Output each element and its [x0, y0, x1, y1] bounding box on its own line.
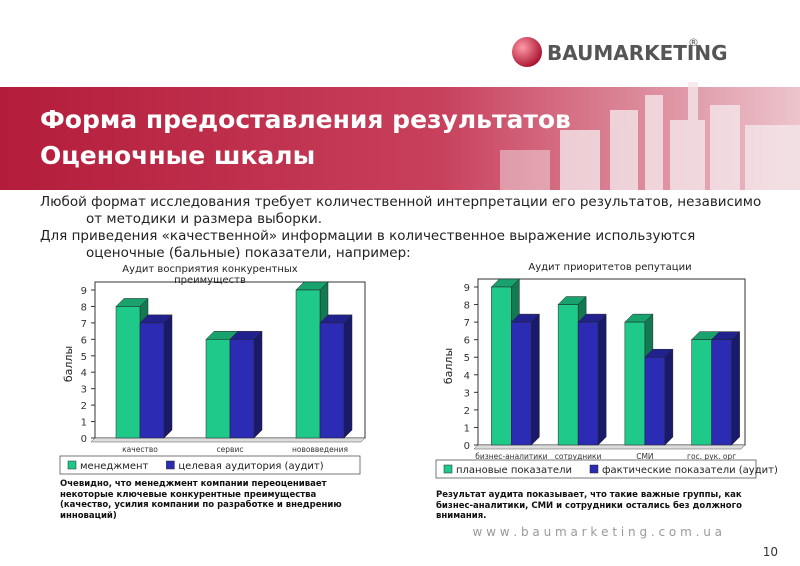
y-tick-label: 6 [81, 335, 87, 346]
x-tick-label: бизнес-аналитики [475, 452, 547, 461]
bar [577, 321, 599, 446]
caption: Результат аудита показывает, что такие в… [436, 490, 742, 521]
y-tick-label: 9 [81, 286, 87, 297]
paragraph: Для приведения «качественной» информации… [40, 228, 696, 261]
bar-side [531, 313, 540, 446]
bar-side [597, 313, 607, 446]
bar [624, 321, 646, 446]
x-tick-label: сотрудники [555, 452, 602, 461]
legend-label: менеджмент [80, 461, 149, 472]
body: Любой формат исследования требует количе… [40, 194, 770, 262]
plot-floor [90, 437, 366, 443]
footer-url: w w w . b a u m a r k e t i n g . c o m … [472, 525, 722, 539]
y-tick-label: 5 [81, 352, 87, 363]
y-tick-label: 6 [464, 336, 470, 347]
legend-swatch [589, 464, 599, 474]
x-tick-label: сервис [217, 445, 244, 454]
header-band [0, 87, 800, 190]
y-tick-label: 2 [81, 401, 87, 412]
y-tick-label: 4 [81, 368, 87, 379]
chart-title: Аудит приоритетов репутации [528, 262, 692, 273]
y-axis-label: баллы [62, 346, 75, 382]
x-tick-label: гос. рук. орг [687, 452, 736, 461]
bar [139, 322, 165, 439]
subtitle: Оценочные шкалы [40, 141, 315, 170]
x-tick-label: нововведения [292, 445, 348, 454]
legend-label: плановые показатели [456, 465, 572, 476]
y-tick-label: 8 [464, 301, 470, 312]
legend-swatch [443, 464, 453, 474]
y-tick-label: 7 [81, 319, 87, 330]
x-tick-label: СМИ [636, 452, 653, 461]
y-tick-label: 3 [464, 388, 470, 399]
y-tick-label: 8 [81, 302, 87, 313]
legend-label: фактические показатели (аудит) [602, 465, 778, 476]
bar [691, 339, 712, 446]
skyline [500, 82, 800, 190]
bar [295, 289, 321, 439]
chart-title: Аудит восприятия конкурентных преимущест… [122, 264, 298, 286]
bar [711, 339, 732, 446]
bar-side [731, 331, 740, 446]
y-tick-label: 1 [81, 418, 87, 429]
paragraph: Любой формат исследования требует количе… [40, 194, 762, 227]
bar [229, 339, 255, 439]
bar [557, 304, 579, 446]
bar-side [664, 348, 674, 446]
bar [205, 339, 231, 439]
plot-floor [473, 444, 746, 450]
y-tick-label: 9 [464, 283, 470, 294]
y-tick-label: 1 [464, 423, 470, 434]
bar [115, 306, 141, 439]
y-tick-label: 0 [464, 441, 470, 452]
bar [644, 356, 666, 446]
bar [491, 286, 512, 446]
legend-box [59, 455, 361, 475]
y-axis-label: баллы [442, 348, 455, 384]
bar-side [253, 330, 263, 439]
y-tick-label: 2 [464, 406, 470, 417]
x-tick-label: качество [122, 445, 158, 454]
legend-swatch [166, 460, 175, 470]
logo-mark: ® [688, 36, 699, 49]
y-tick-label: 5 [464, 353, 470, 364]
bar [319, 322, 345, 439]
y-tick-label: 3 [81, 385, 87, 396]
y-tick-label: 7 [464, 318, 470, 329]
title: Форма предоставления результатов [40, 105, 571, 134]
bar-side [163, 314, 173, 439]
logo-text: BAUMARKETING [547, 41, 728, 65]
caption: Очевидно, что менеджмент компании переоц… [60, 479, 342, 521]
bar [511, 321, 532, 446]
page-number: 10 [763, 545, 778, 559]
logo-ball [512, 37, 542, 67]
legend-label: целевая аудитория (аудит) [178, 461, 323, 472]
bar-side [343, 314, 353, 439]
y-tick-label: 0 [81, 434, 87, 445]
legend-swatch [67, 460, 77, 470]
y-tick-label: 4 [464, 371, 470, 382]
